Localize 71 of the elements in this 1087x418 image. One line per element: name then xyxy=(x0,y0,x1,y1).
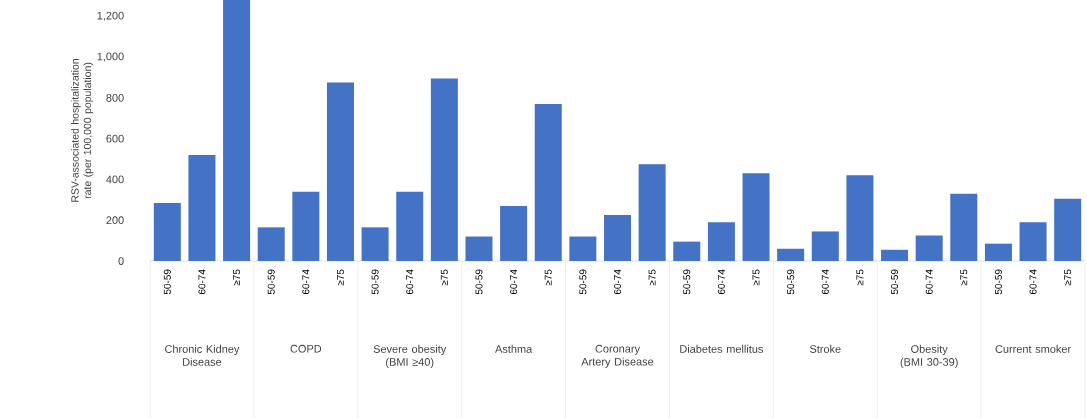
x-tick-label: 50-59 xyxy=(891,269,899,295)
bar xyxy=(707,222,735,261)
x-tick-label: ≥75 xyxy=(336,269,344,286)
x-tick-label: ≥75 xyxy=(233,269,241,286)
x-tick-label: 60-74 xyxy=(925,269,933,295)
bar xyxy=(881,249,909,261)
bar xyxy=(742,173,770,261)
text: Current smoker xyxy=(995,344,1071,353)
x-tick-label: ≥75 xyxy=(1064,269,1072,286)
x-tick-label: 60-74 xyxy=(510,269,518,295)
bar xyxy=(153,202,181,261)
bar xyxy=(223,0,251,261)
y-tick-label: 0 xyxy=(118,257,124,265)
text: Severe obesity (BMI ≥40) xyxy=(373,344,447,369)
x-tick-label: 50-59 xyxy=(371,269,379,295)
x-tick-label: 60-74 xyxy=(198,269,206,295)
text: COPD xyxy=(290,344,322,353)
x-tick-label: 50-59 xyxy=(994,269,1002,295)
x-tick-label: 50-59 xyxy=(475,269,483,295)
bar xyxy=(569,236,597,261)
text: Diabetes mellitus xyxy=(680,344,763,353)
bar xyxy=(1019,222,1047,261)
x-tick-label: 60-74 xyxy=(717,269,725,295)
bar xyxy=(673,241,701,261)
x-tick-label: 60-74 xyxy=(613,269,622,295)
x-tick-label: ≥75 xyxy=(544,269,552,286)
bar xyxy=(1054,198,1082,261)
bar xyxy=(361,227,389,261)
x-tick-label: 50-59 xyxy=(787,269,795,295)
y-axis-title: RSV-associated hospitalization rate (per 100,000 population) xyxy=(71,59,94,202)
x-tick-label: 60-74 xyxy=(302,269,310,295)
text: Stroke xyxy=(809,344,841,353)
x-tick-label: 50-59 xyxy=(267,269,275,295)
x-tick-label: 50-59 xyxy=(683,269,691,295)
text: Obesity (BMI 30-39) xyxy=(900,344,958,369)
x-tick-label: 60-74 xyxy=(406,269,414,295)
bar xyxy=(846,175,874,261)
y-tick-label: 400 xyxy=(106,175,124,184)
bar xyxy=(950,193,978,261)
bar xyxy=(430,78,458,261)
text: Asthma xyxy=(495,344,533,353)
bar xyxy=(534,103,562,261)
bar xyxy=(915,235,943,261)
x-tick-label: ≥75 xyxy=(440,269,448,286)
y-tick-label: 600 xyxy=(106,134,124,143)
x-tick-label: ≥75 xyxy=(648,269,656,286)
bar xyxy=(292,191,320,261)
x-tick-label: 50-59 xyxy=(163,269,171,295)
x-tick-label: 50-59 xyxy=(579,269,587,295)
bar xyxy=(326,82,354,261)
bar xyxy=(984,243,1012,261)
x-tick-label: 60-74 xyxy=(821,269,829,295)
y-tick-label: 1,000 xyxy=(97,52,124,62)
x-tick-label: 60-74 xyxy=(1029,269,1037,295)
bar xyxy=(604,215,632,261)
x-tick-label: ≥75 xyxy=(856,269,864,286)
x-tick-label: ≥75 xyxy=(960,269,968,286)
bar xyxy=(500,205,528,261)
y-tick-label: 1,200 xyxy=(97,11,124,21)
y-tick-label: 200 xyxy=(106,216,124,225)
bar xyxy=(638,164,666,261)
text: Coronary Artery Disease xyxy=(581,344,654,368)
bar xyxy=(777,248,805,261)
bar xyxy=(188,154,216,261)
text: Chronic Kidney Disease xyxy=(165,344,240,366)
y-tick-label: 800 xyxy=(106,94,124,102)
bar xyxy=(396,191,424,261)
bar xyxy=(465,236,493,261)
x-tick-label: ≥75 xyxy=(752,269,760,286)
bar xyxy=(257,227,285,261)
bar xyxy=(811,231,839,261)
